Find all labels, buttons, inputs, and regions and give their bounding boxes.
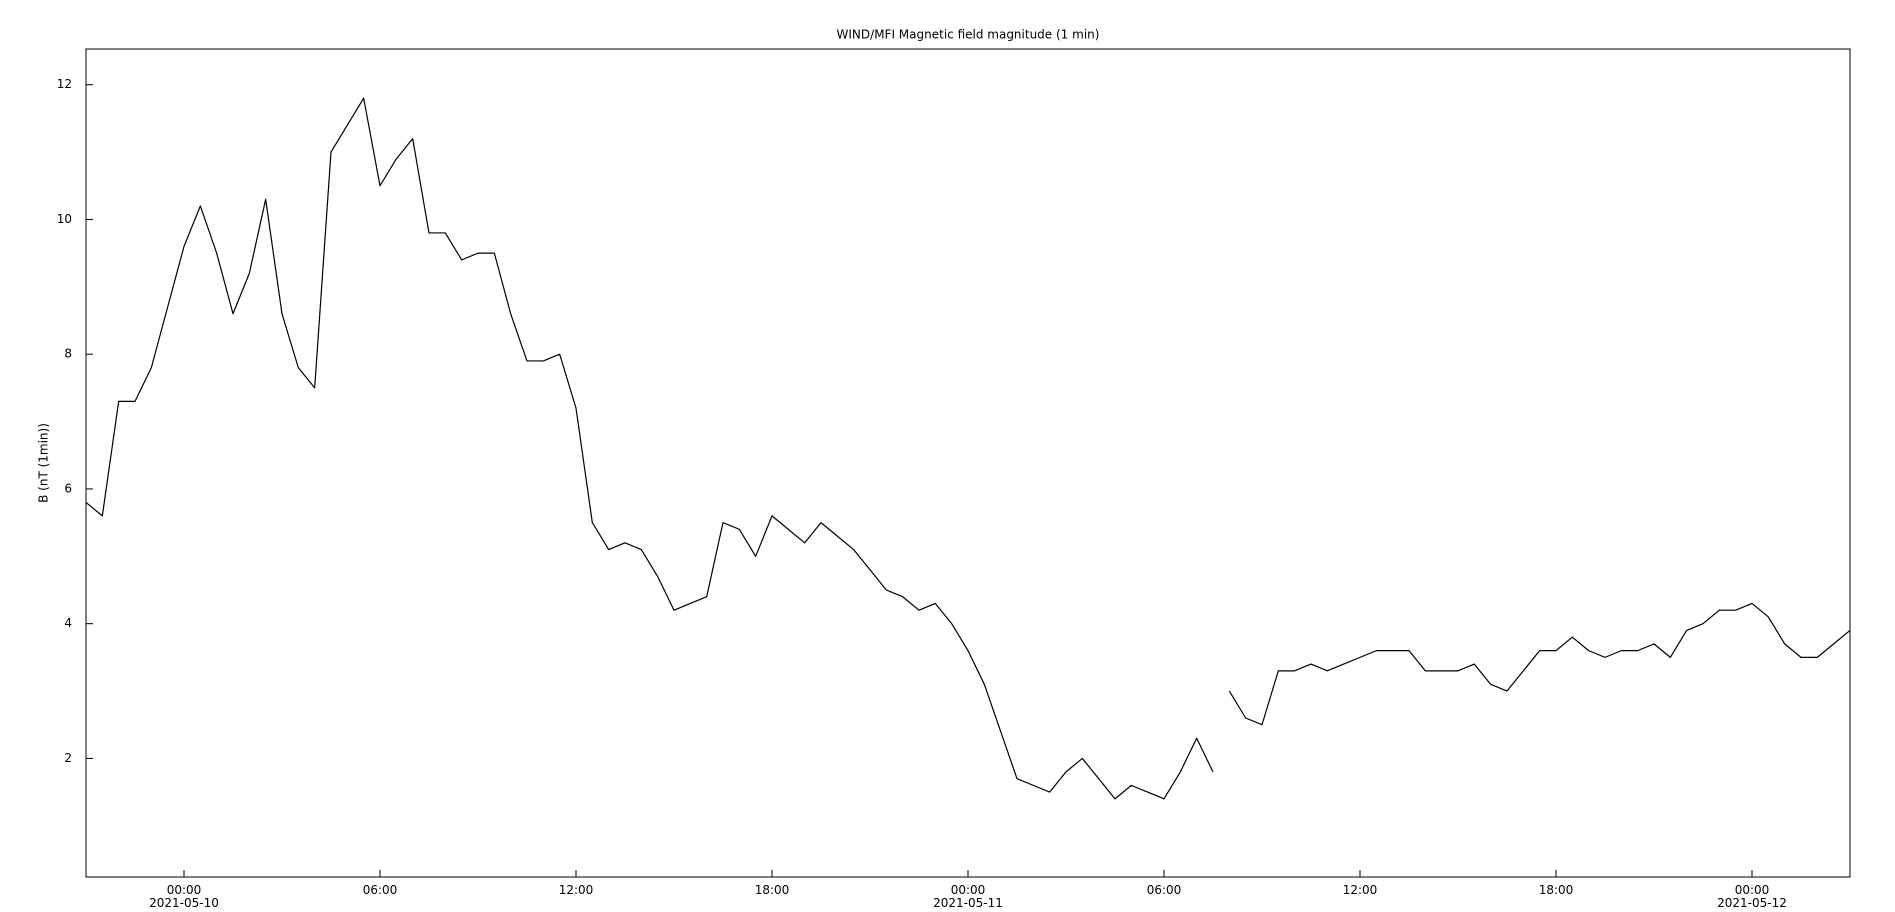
plot-frame xyxy=(85,48,1851,878)
x-tick-label: 00:00 2021-05-10 xyxy=(149,883,219,910)
x-tick-label: 06:00 xyxy=(1146,883,1182,897)
x-tick-label: 12:00 xyxy=(558,883,594,897)
x-tick-label: 18:00 xyxy=(1538,883,1574,897)
y-tick-label: 12 xyxy=(57,77,72,91)
x-tick-label: 00:00 2021-05-12 xyxy=(1717,883,1787,910)
x-tick-label: 06:00 xyxy=(362,883,398,897)
x-tick-label: 18:00 xyxy=(754,883,790,897)
y-tick-label: 8 xyxy=(64,347,72,361)
y-axis-label: B (nT (1min)) xyxy=(37,423,51,503)
data-line xyxy=(85,97,1851,800)
y-tick-label: 10 xyxy=(57,212,72,226)
y-tick-label: 6 xyxy=(64,481,72,495)
x-tick-label: 12:00 xyxy=(1342,883,1378,897)
y-tick-label: 4 xyxy=(64,616,72,630)
y-tick-label: 2 xyxy=(64,751,72,765)
x-tick-label: 00:00 2021-05-11 xyxy=(933,883,1003,910)
chart-title: WIND/MFI Magnetic field magnitude (1 min… xyxy=(837,28,1100,42)
